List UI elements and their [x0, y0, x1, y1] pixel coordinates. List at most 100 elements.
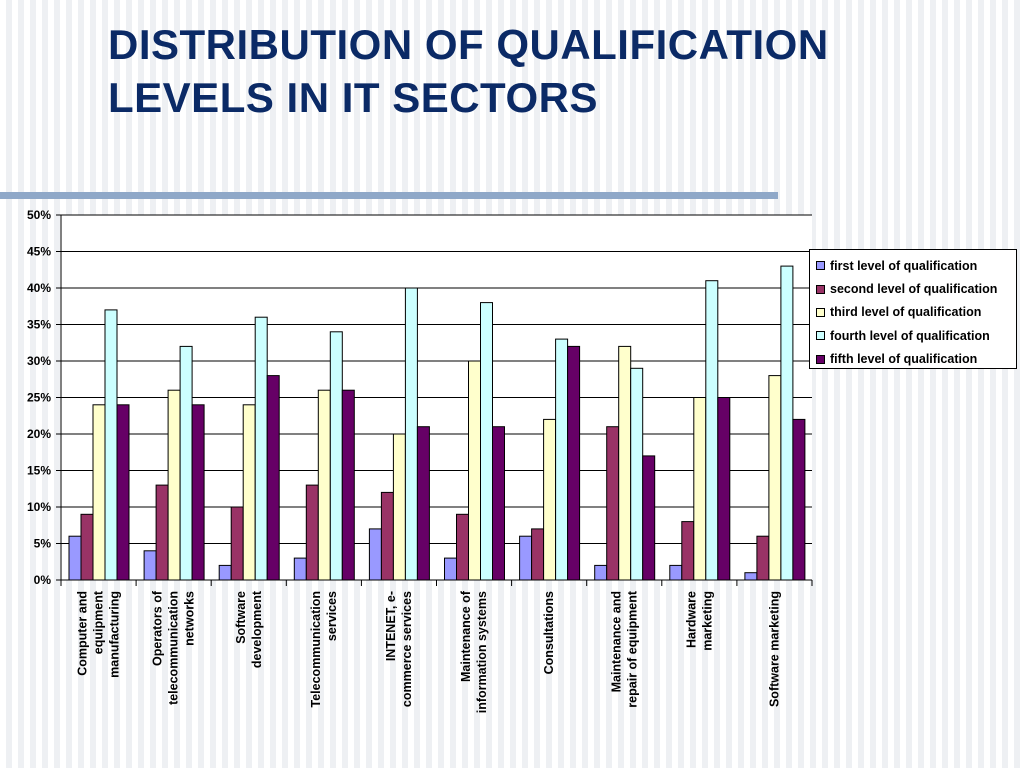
- x-category-label: Consultations: [542, 591, 556, 674]
- bar: [317, 389, 331, 581]
- bar: [104, 309, 118, 581]
- legend-label: fifth level of qualification: [830, 352, 978, 367]
- bar: [116, 404, 130, 581]
- x-category-label: Operators of: [151, 590, 165, 666]
- legend-swatch: [816, 331, 825, 341]
- legend-item: fourth level of qualification: [816, 324, 1016, 347]
- slide-title: DISTRIBUTION OF QUALIFICATION LEVELS IN …: [108, 21, 829, 121]
- x-category-label: equipment: [92, 590, 106, 654]
- bar: [368, 528, 382, 581]
- legend-swatch: [816, 261, 825, 271]
- bar: [531, 528, 545, 581]
- x-category-label: Maintenance and: [609, 591, 623, 692]
- x-category-label: development: [250, 590, 264, 668]
- bar: [167, 389, 181, 581]
- bar: [693, 397, 707, 581]
- bar: [669, 564, 683, 581]
- bar: [92, 404, 106, 581]
- y-tick-label: 30%: [27, 354, 51, 368]
- bar: [642, 455, 656, 581]
- x-category-label: telecommunication: [167, 591, 181, 705]
- x-category-label: INTENET, e-: [384, 591, 398, 661]
- bar: [594, 564, 608, 581]
- bar: [756, 535, 770, 581]
- legend-item: fifth level of qualification: [816, 348, 1016, 371]
- bar: [618, 345, 632, 581]
- bars: [68, 265, 806, 581]
- bar: [416, 426, 430, 581]
- x-category-label: commerce services: [400, 591, 414, 707]
- y-tick-label: 15%: [27, 464, 51, 478]
- bar: [143, 550, 157, 581]
- bar: [456, 513, 469, 581]
- legend-swatch: [816, 284, 825, 294]
- bar: [744, 572, 758, 581]
- bar: [230, 506, 244, 581]
- legend-swatch: [816, 354, 825, 364]
- bar: [681, 521, 695, 581]
- bar: [305, 484, 319, 581]
- bar: [768, 375, 782, 581]
- bar: [717, 397, 731, 581]
- bar: [519, 535, 533, 581]
- x-category-label: Maintenance of: [459, 590, 473, 682]
- y-tick-label: 25%: [27, 391, 51, 405]
- x-category-label: networks: [183, 591, 197, 646]
- legend-label: third level of qualification: [830, 305, 982, 320]
- bar: [218, 564, 232, 581]
- x-category-label: marketing: [700, 591, 714, 651]
- bar: [630, 367, 644, 581]
- x-category-label: Telecommunication: [309, 591, 323, 707]
- bar: [380, 491, 394, 581]
- bar: [606, 426, 620, 581]
- x-category-labels: Computer and equipment manufacturing Operat…: [76, 590, 782, 713]
- y-tick-label: 20%: [27, 427, 51, 441]
- bar: [254, 316, 268, 581]
- y-tick-label: 5%: [34, 537, 52, 551]
- bar: [543, 418, 557, 581]
- bar: [792, 418, 806, 581]
- bar: [492, 426, 505, 581]
- bar: [468, 360, 481, 581]
- bar: [266, 375, 280, 581]
- title-divider: [0, 192, 778, 199]
- x-category-label: services: [325, 591, 339, 641]
- legend-item: first level of qualification: [816, 254, 1016, 277]
- y-tick-label: 45%: [27, 245, 51, 259]
- legend-label: second level of qualification: [830, 282, 998, 297]
- bar: [392, 433, 406, 581]
- bar: [404, 287, 418, 581]
- legend-item: second level of qualification: [816, 277, 1016, 300]
- bar: [705, 280, 719, 581]
- y-tick-label: 35%: [27, 318, 51, 332]
- legend-label: first level of qualification: [830, 258, 978, 273]
- bar: [567, 345, 581, 581]
- x-category-label: Software marketing: [767, 591, 781, 707]
- x-category-label: manufacturing: [108, 591, 122, 678]
- y-tick-label: 50%: [27, 208, 51, 222]
- bar: [191, 404, 205, 581]
- bar: [179, 345, 193, 581]
- bar: [293, 557, 307, 581]
- bar: [555, 338, 569, 581]
- y-tick-labels: 0% 5% 10% 15% 20% 25% 30% 35% 40% 45% 50%: [27, 208, 51, 587]
- legend-item: third level of qualification: [816, 301, 1016, 324]
- x-category-label: Hardware: [684, 591, 698, 648]
- bar: [780, 265, 794, 581]
- x-category-label: Computer and: [76, 591, 90, 676]
- bar: [68, 535, 82, 581]
- x-category-label: repair of equipment: [625, 590, 639, 708]
- bar: [480, 302, 493, 581]
- legend-swatch: [816, 307, 825, 317]
- bar: [341, 389, 355, 581]
- legend-label: fourth level of qualification: [830, 328, 990, 343]
- y-tick-label: 40%: [27, 281, 51, 295]
- y-tick-label: 10%: [27, 500, 51, 514]
- bar: [329, 331, 343, 581]
- x-category-label: information systems: [475, 591, 489, 713]
- bar: [155, 484, 169, 581]
- bar: [80, 513, 94, 581]
- bar: [444, 557, 457, 581]
- chart-legend: first level of qualification second level…: [809, 249, 1017, 369]
